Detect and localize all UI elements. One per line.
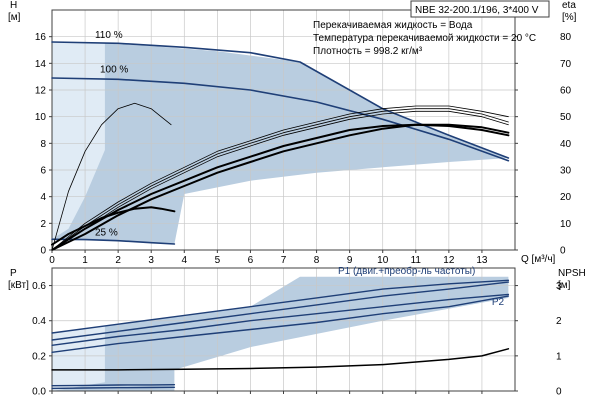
- x-tick-label: 0: [49, 255, 55, 266]
- y-right-tick-label: 80: [560, 32, 572, 43]
- performance-plot: 024681012141601020304050607080H[м]eta[%]…: [8, 0, 577, 266]
- series-h110: [51, 41, 510, 159]
- y-right-tick-label: 50: [560, 112, 572, 123]
- series-p2_110: [51, 293, 510, 346]
- x-tick-label: 5: [215, 255, 221, 266]
- y-left-axis-unit: [м]: [8, 12, 21, 23]
- y-right-tick-label: 2: [556, 316, 562, 327]
- y-right-tick-label: 3: [556, 281, 562, 292]
- y-left-axis-title: P: [10, 268, 17, 279]
- y-right-tick-label: 0: [556, 387, 562, 398]
- y-left-tick-label: 0.6: [32, 281, 46, 292]
- power-npsh-plot: 0.0 0.2 0.4 0.6 0 1 2 3 P[кВт] NPSH[м] P1 (двиг.+п…: [8, 265, 586, 397]
- temperature-label: Температура перекачиваемой жидкости = 20…: [313, 33, 536, 44]
- curve-label-p1: P1 (двиг.+преобр-ль частоты): [338, 265, 475, 277]
- y-left-tick-label: 10: [35, 112, 47, 123]
- y-right-tick-label: 40: [560, 139, 572, 150]
- operating-envelope-light: [52, 42, 105, 240]
- y-right-tick-label: 20: [560, 192, 572, 203]
- y-left-tick-label: 14: [35, 59, 47, 70]
- liquid-label: Перекачиваемая жидкость = Вода: [313, 20, 473, 31]
- curve-label-p2: P2: [492, 297, 505, 308]
- density-label: Плотность = 998.2 кг/м³: [313, 46, 423, 57]
- y-left-tick-label: 12: [35, 86, 47, 97]
- x-tick-label: 9: [347, 255, 353, 266]
- y-left-tick-label: 4: [40, 192, 46, 203]
- x-tick-label: 3: [148, 255, 154, 266]
- x-tick-label: 6: [248, 255, 254, 266]
- x-tick-label: 2: [115, 255, 121, 266]
- y-left-tick-label: 16: [35, 32, 47, 43]
- x-tick-label: 7: [281, 255, 287, 266]
- curve-label-110: 110 %: [95, 30, 123, 41]
- curve-label-25: 25 %: [95, 227, 118, 238]
- y-right-axis-title: eta: [562, 0, 576, 11]
- y-right-axis-unit: [м]: [558, 280, 571, 291]
- y-left-tick-label: 6: [40, 166, 46, 177]
- y-right-tick-label: 70: [560, 59, 572, 70]
- series-p2_100: [51, 295, 510, 353]
- y-left-tick-label: 8: [40, 139, 46, 150]
- x-tick-label: 4: [182, 255, 188, 266]
- series-p1_110: [51, 279, 510, 334]
- x-tick-label: 12: [443, 255, 455, 266]
- x-tick-label: 8: [314, 255, 320, 266]
- y-right-tick-label: 0: [560, 246, 566, 257]
- y-right-tick-label: 1: [556, 351, 562, 362]
- series-p_low_a: [51, 384, 176, 387]
- y-right-tick-label: 60: [560, 86, 572, 97]
- y-left-tick-label: 0.4: [32, 316, 46, 327]
- y-right-tick-label: 10: [560, 219, 572, 230]
- series-h100: [51, 77, 510, 162]
- y-left-tick-label: 0.0: [32, 387, 46, 398]
- series-p1_100: [51, 281, 510, 341]
- x-axis-title: Q [м³/ч]: [521, 254, 556, 265]
- x-tick-label: 13: [476, 255, 488, 266]
- y-left-tick-label: 0: [40, 246, 46, 257]
- y-right-axis-unit: [%]: [562, 12, 577, 23]
- y-right-axis-title: NPSH: [558, 268, 586, 279]
- y-left-tick-label: 0.2: [32, 351, 46, 362]
- y-left-tick-label: 2: [40, 219, 46, 230]
- model-label: NBE 32-200.1/196, 3*400 V: [415, 5, 539, 16]
- x-tick-label: 11: [411, 255, 422, 266]
- x-tick-label: 1: [82, 255, 88, 266]
- y-right-tick-label: 30: [560, 166, 572, 177]
- y-left-axis-title: H: [10, 0, 17, 11]
- operating-envelope-light: [52, 326, 105, 391]
- model-box: [410, 0, 550, 18]
- x-tick-label: 10: [377, 255, 389, 266]
- curve-label-100: 100 %: [100, 65, 128, 76]
- y-left-axis-unit: [кВт]: [8, 280, 29, 291]
